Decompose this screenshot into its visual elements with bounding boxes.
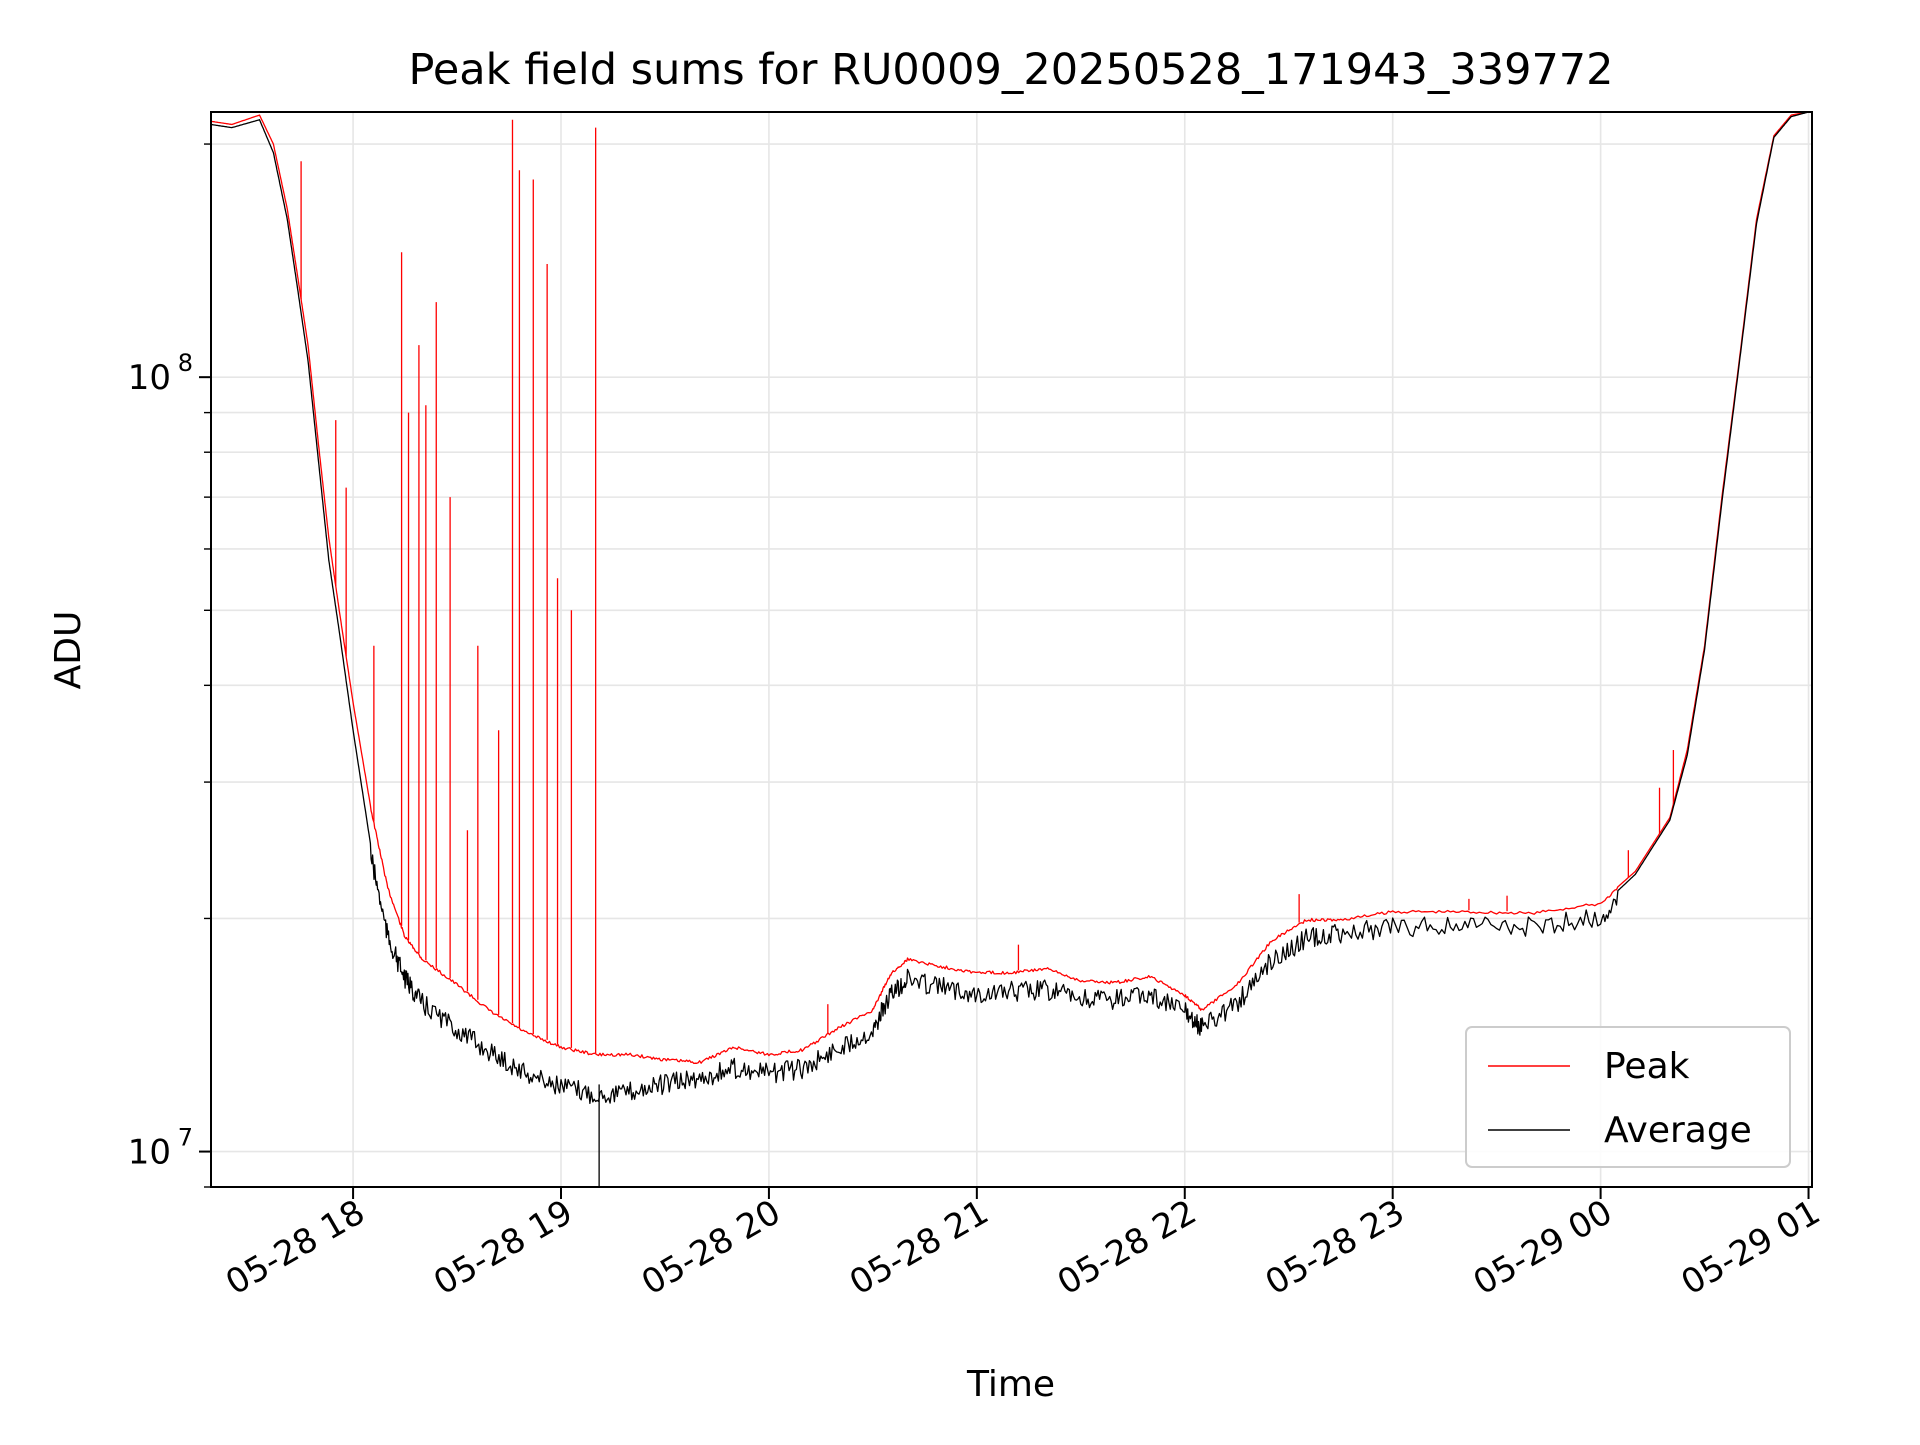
- x-tick-label: 05-28 23: [1259, 1192, 1411, 1303]
- line-peak: [211, 112, 1809, 1065]
- x-axis-label: Time: [966, 1364, 1055, 1405]
- x-axis-ticks: 05-28 18 05-28 19 05-28 20 05-28 21 05-28 22…: [219, 1187, 1827, 1303]
- y-tick-exponent: 7: [178, 1124, 193, 1152]
- x-tick-label: 05-29 00: [1467, 1192, 1619, 1303]
- legend: Peak Average: [1465, 1026, 1791, 1168]
- plot-frame: [210, 111, 1813, 1188]
- legend-label-peak: Peak: [1604, 1046, 1690, 1087]
- legend-box: [1465, 1026, 1791, 1168]
- legend-label-average: Average: [1604, 1110, 1752, 1151]
- y-axis-label: ADU: [48, 611, 89, 690]
- x-tick-label: 05-28 18: [219, 1192, 371, 1303]
- x-tick-label: 05-28 20: [635, 1192, 787, 1303]
- x-tick-label: 05-28 19: [427, 1192, 579, 1303]
- line-average: [211, 112, 1809, 1105]
- x-tick-label: 05-28 22: [1051, 1192, 1203, 1303]
- y-tick-base: 10: [128, 358, 171, 398]
- x-tick-label: 05-28 21: [843, 1192, 995, 1303]
- series-layer: [211, 112, 1809, 1187]
- series-peak: [211, 112, 1809, 1065]
- y-tick-base: 10: [128, 1133, 171, 1173]
- y-tick-exponent: 8: [178, 349, 193, 377]
- y-tick-label: 10: [128, 358, 171, 398]
- series-average: [211, 112, 1809, 1187]
- chart-title: Peak field sums for RU0009_20250528_1719…: [408, 45, 1613, 95]
- y-tick-label: 10: [128, 1133, 171, 1173]
- x-tick-label: 05-29 01: [1675, 1192, 1827, 1303]
